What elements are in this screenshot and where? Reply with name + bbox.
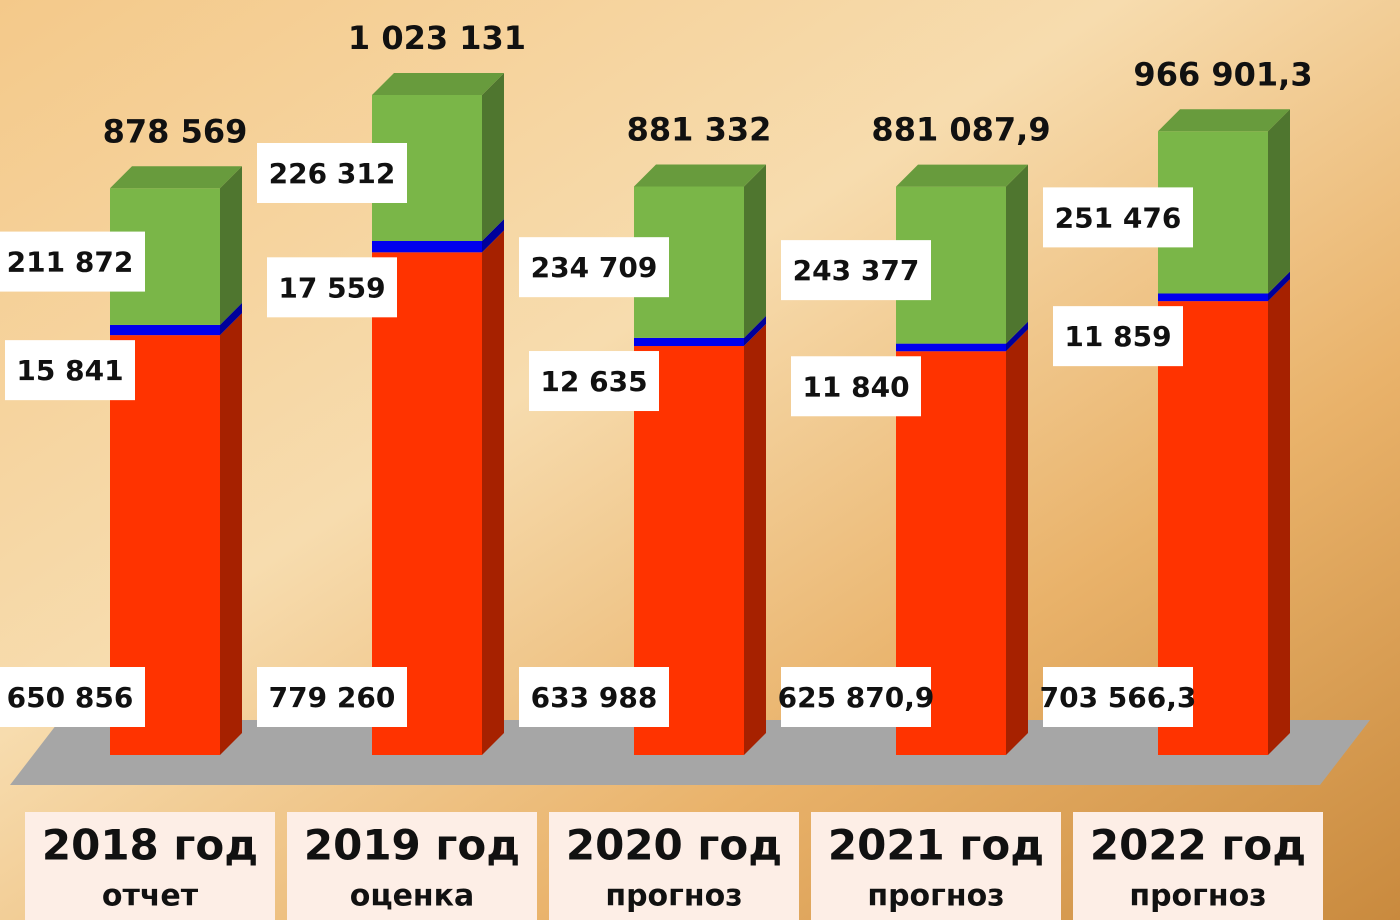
bar-side xyxy=(482,73,504,241)
bar-side xyxy=(1268,109,1290,293)
total-label: 881 332 xyxy=(627,110,772,148)
value-label: 703 566,3 xyxy=(1040,681,1197,714)
bar-top xyxy=(1158,109,1290,131)
total-label: 966 901,3 xyxy=(1133,55,1312,93)
value-label: 12 635 xyxy=(540,365,647,398)
x-tick-label: 2022 год xyxy=(1090,821,1306,870)
bar-side xyxy=(220,313,242,755)
chart: 650 856 15 841 211 872 878 569 2018 год отчет… xyxy=(0,0,1400,920)
value-label: 633 988 xyxy=(531,681,658,714)
value-label: 779 260 xyxy=(269,681,396,714)
value-label: 11 840 xyxy=(802,370,909,403)
bar-segment xyxy=(1158,293,1268,301)
bar-top xyxy=(896,165,1028,187)
bar-side xyxy=(1268,279,1290,755)
x-tick-note: прогноз xyxy=(1129,879,1266,914)
total-label: 881 087,9 xyxy=(871,111,1050,149)
x-tick-note: прогноз xyxy=(605,879,742,914)
x-tick-note: отчет xyxy=(102,879,199,914)
bar-side xyxy=(482,230,504,755)
value-label: 243 377 xyxy=(793,254,920,287)
x-tick-label: 2021 год xyxy=(828,821,1044,870)
value-label: 625 870,9 xyxy=(778,681,935,714)
bar-side xyxy=(744,164,766,337)
bar-segment xyxy=(110,325,220,335)
total-label: 1 023 131 xyxy=(348,19,526,57)
bar-side xyxy=(1006,329,1028,755)
x-tick-label: 2019 год xyxy=(304,821,520,870)
bar-top xyxy=(634,164,766,186)
total-label: 878 569 xyxy=(103,112,248,150)
bar-top xyxy=(372,73,504,95)
bar-top xyxy=(110,166,242,188)
x-tick-label: 2020 год xyxy=(566,821,782,870)
bar-segment xyxy=(372,241,482,252)
x-tick-label: 2018 год xyxy=(42,821,258,870)
value-label: 17 559 xyxy=(278,271,385,304)
value-label: 226 312 xyxy=(269,157,396,190)
value-label: 15 841 xyxy=(16,354,123,387)
bar-side xyxy=(1006,165,1028,344)
x-tick-note: оценка xyxy=(350,879,475,914)
value-label: 11 859 xyxy=(1064,320,1171,353)
value-label: 234 709 xyxy=(531,251,658,284)
value-label: 650 856 xyxy=(7,681,134,714)
bar-side xyxy=(220,166,242,325)
value-label: 211 872 xyxy=(7,246,134,279)
bar-segment xyxy=(896,344,1006,352)
x-tick-note: прогноз xyxy=(867,879,1004,914)
bar-segment xyxy=(634,338,744,346)
bar-side xyxy=(744,324,766,755)
value-label: 251 476 xyxy=(1055,201,1182,234)
